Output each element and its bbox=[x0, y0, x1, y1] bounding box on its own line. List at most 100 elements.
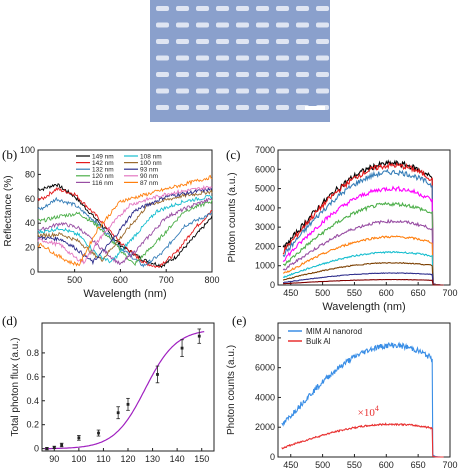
nanorod bbox=[196, 22, 209, 28]
legend-label-b-7: 93 nm bbox=[140, 167, 158, 174]
x-tick-label-e: 650 bbox=[411, 460, 426, 470]
nanorod bbox=[256, 22, 269, 28]
data-point-d-2 bbox=[60, 443, 64, 447]
nanorod bbox=[236, 6, 249, 11]
nanorod bbox=[196, 105, 209, 110]
y-tick-label-b: 0 bbox=[30, 267, 35, 277]
y-tick-label-d: 0.4 bbox=[26, 396, 39, 406]
data-point-d-8 bbox=[180, 346, 184, 350]
nanorod bbox=[216, 39, 229, 44]
x-tick-label-c: 650 bbox=[411, 288, 426, 298]
nanorod bbox=[156, 72, 169, 77]
legend-label-b-5: 108 nm bbox=[140, 153, 162, 160]
data-point-d-5 bbox=[116, 411, 120, 415]
x-tick-label-d: 130 bbox=[145, 454, 160, 464]
nanorod bbox=[316, 22, 329, 28]
x-tick-label-c: 700 bbox=[442, 288, 457, 298]
nanorod bbox=[156, 22, 169, 28]
nanorod bbox=[176, 6, 189, 11]
series-line-c-2 bbox=[282, 168, 444, 286]
nanorod bbox=[316, 88, 329, 94]
nanorod bbox=[276, 22, 289, 28]
y-tick-label-b: 60 bbox=[25, 194, 35, 204]
data-point-d-4 bbox=[97, 431, 100, 435]
nanorod bbox=[196, 39, 209, 44]
nanorod bbox=[156, 39, 169, 44]
y-tick-label-c: 1000 bbox=[255, 261, 275, 271]
y-tick-label-c: 7000 bbox=[255, 145, 275, 155]
nanorod bbox=[296, 6, 309, 11]
data-point-d-3 bbox=[77, 436, 81, 440]
nanorod bbox=[176, 55, 189, 61]
nanorod bbox=[276, 72, 289, 77]
series-line-b-9 bbox=[37, 174, 213, 267]
sem-micrograph bbox=[150, 0, 330, 122]
series-line-c-10 bbox=[282, 278, 444, 286]
nanorod bbox=[236, 88, 249, 94]
x-tick-label-d: 140 bbox=[170, 454, 185, 464]
x-tick-label-d: 90 bbox=[49, 454, 59, 464]
nanorod bbox=[316, 72, 329, 77]
nanorod bbox=[256, 88, 269, 94]
series-line-b-4 bbox=[37, 197, 213, 266]
nanorod bbox=[276, 39, 289, 44]
series-line-c-9 bbox=[282, 272, 444, 286]
series-line-c-5 bbox=[282, 218, 444, 286]
y-tick-label-d: 0.8 bbox=[26, 348, 39, 358]
nanorod bbox=[176, 39, 189, 44]
x-tick-label-c: 600 bbox=[379, 288, 394, 298]
nanorod bbox=[316, 55, 329, 61]
nanorod bbox=[316, 6, 329, 11]
series-line-b-6 bbox=[37, 189, 213, 263]
x-tick-label-d: 120 bbox=[120, 454, 135, 464]
legend-label-b-3: 120 nm bbox=[92, 173, 114, 180]
legend-label-b-1: 142 nm bbox=[92, 160, 114, 167]
y-axis-label-c: Photon counts (a.u.) bbox=[227, 172, 238, 262]
nanorod bbox=[236, 105, 249, 110]
y-tick-label-e: 4000 bbox=[255, 392, 275, 402]
nanorod bbox=[176, 72, 189, 77]
legend-label-b-0: 149 nm bbox=[92, 153, 114, 160]
y-tick-label-c: 0 bbox=[270, 280, 275, 290]
y-axis-label-d: Total photon flux (a.u.) bbox=[10, 338, 21, 437]
nanorod bbox=[276, 6, 289, 11]
plot-frame-b bbox=[37, 149, 213, 273]
nanorod bbox=[216, 6, 229, 11]
legend-label-e-0: MIM Al nanorod bbox=[306, 327, 362, 336]
legend-label-b-8: 90 nm bbox=[140, 173, 158, 180]
legend-label-e-1: Bulk Al bbox=[306, 337, 331, 346]
data-point-d-0 bbox=[45, 447, 49, 451]
data-point-d-1 bbox=[52, 446, 56, 449]
nanorod bbox=[236, 72, 249, 77]
series-line-c-4 bbox=[282, 201, 444, 286]
x-tick-label-c: 500 bbox=[315, 288, 330, 298]
y-tick-label-c: 5000 bbox=[255, 184, 275, 194]
x-tick-label-e: 550 bbox=[347, 460, 362, 470]
nanorod bbox=[196, 72, 209, 77]
y-tick-label-c: 2000 bbox=[255, 241, 275, 251]
nanorod bbox=[216, 72, 229, 77]
nanorod bbox=[176, 88, 189, 94]
x-tick-label-b: 800 bbox=[204, 275, 219, 285]
nanorod bbox=[156, 105, 169, 110]
panel-label-e: (e) bbox=[232, 313, 247, 328]
nanorod bbox=[256, 39, 269, 44]
nanorod bbox=[216, 22, 229, 28]
nanorod bbox=[156, 88, 169, 94]
scale-bar bbox=[305, 106, 325, 110]
nanorod bbox=[256, 105, 269, 110]
legend-label-b-9: 87 nm bbox=[140, 180, 158, 187]
x-tick-label-d: 150 bbox=[194, 454, 209, 464]
y-axis-label-e: Photon counts (a.u.) bbox=[226, 345, 237, 435]
legend-label-b-4: 116 nm bbox=[92, 180, 113, 187]
nanorod bbox=[256, 6, 269, 11]
scale-annotation-e: ×104 bbox=[358, 404, 379, 419]
x-tick-label-e: 600 bbox=[379, 460, 394, 470]
y-tick-label-e: 6000 bbox=[255, 363, 275, 373]
nanorod bbox=[256, 72, 269, 77]
nanorod bbox=[276, 105, 289, 110]
nanorod bbox=[236, 55, 249, 61]
series-line-b-8 bbox=[37, 184, 213, 265]
nanorod bbox=[196, 88, 209, 94]
y-tick-label-d: 0 bbox=[34, 444, 39, 454]
